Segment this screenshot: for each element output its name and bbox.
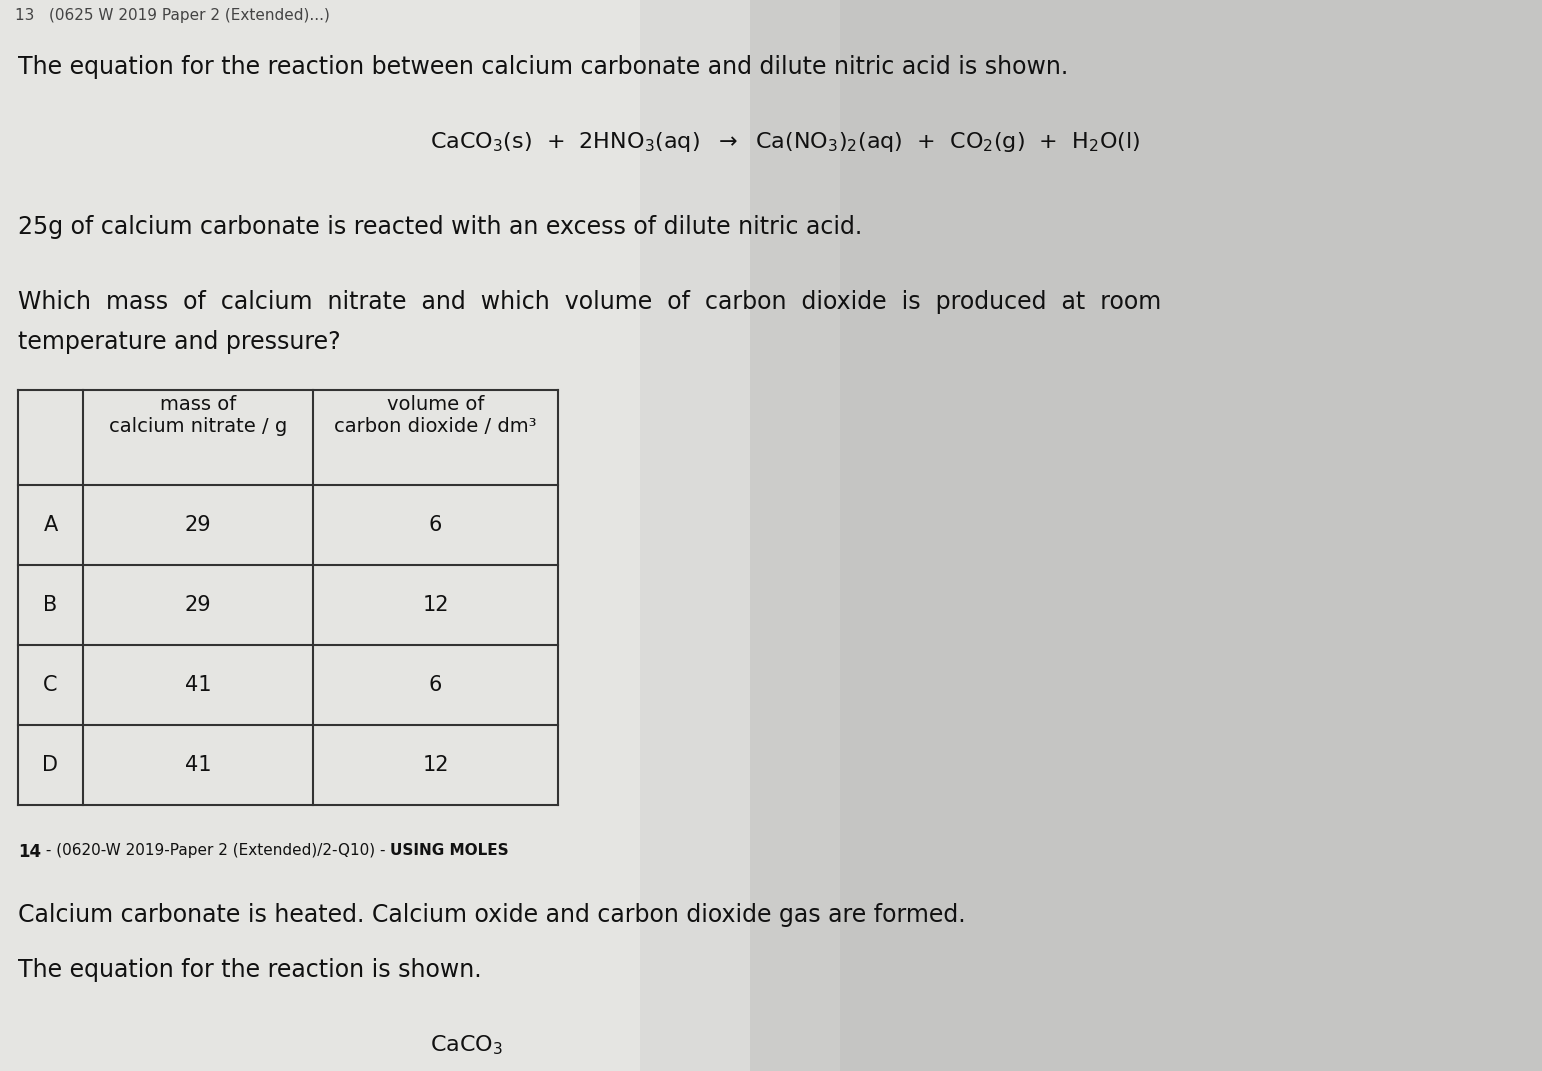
Bar — [0, 0, 749, 1071]
Text: 13   (0625 W 2019 Paper 2 (Extended)...): 13 (0625 W 2019 Paper 2 (Extended)...) — [15, 7, 330, 22]
Text: Calcium carbonate is heated. Calcium oxide and carbon dioxide gas are formed.: Calcium carbonate is heated. Calcium oxi… — [19, 903, 965, 927]
Text: 25g of calcium carbonate is reacted with an excess of dilute nitric acid.: 25g of calcium carbonate is reacted with… — [19, 215, 862, 239]
Text: The equation for the reaction is shown.: The equation for the reaction is shown. — [19, 957, 481, 982]
Text: A: A — [43, 515, 57, 536]
Text: 14: 14 — [19, 843, 42, 861]
Text: CaCO$_3$(s)  +  2HNO$_3$(aq)  $\rightarrow$  Ca(NO$_3$)$_2$(aq)  +  CO$_2$(g)  +: CaCO$_3$(s) + 2HNO$_3$(aq) $\rightarrow$… — [430, 130, 1140, 154]
Text: The equation for the reaction between calcium carbonate and dilute nitric acid i: The equation for the reaction between ca… — [19, 55, 1069, 79]
Text: 29: 29 — [185, 515, 211, 536]
Text: CaCO$_3$: CaCO$_3$ — [430, 1034, 503, 1057]
Text: mass of
calcium nitrate / g: mass of calcium nitrate / g — [109, 395, 287, 436]
Text: 6: 6 — [429, 675, 443, 695]
Text: 41: 41 — [185, 755, 211, 775]
Text: B: B — [43, 595, 57, 615]
Text: temperature and pressure?: temperature and pressure? — [19, 330, 341, 355]
Text: 41: 41 — [185, 675, 211, 695]
Text: - (0620-W 2019-Paper 2 (Extended)/2-Q10) -: - (0620-W 2019-Paper 2 (Extended)/2-Q10)… — [42, 843, 390, 858]
Text: Which  mass  of  calcium  nitrate  and  which  volume  of  carbon  dioxide  is  : Which mass of calcium nitrate and which … — [19, 290, 1161, 314]
Bar — [640, 0, 840, 1071]
Text: USING MOLES: USING MOLES — [390, 843, 509, 858]
Text: volume of
carbon dioxide / dm³: volume of carbon dioxide / dm³ — [335, 395, 537, 436]
Text: D: D — [43, 755, 59, 775]
Text: 6: 6 — [429, 515, 443, 536]
Bar — [749, 0, 1542, 1071]
Text: 12: 12 — [423, 595, 449, 615]
Text: 29: 29 — [185, 595, 211, 615]
Bar — [0, 0, 921, 1071]
Text: C: C — [43, 675, 57, 695]
Text: 12: 12 — [423, 755, 449, 775]
